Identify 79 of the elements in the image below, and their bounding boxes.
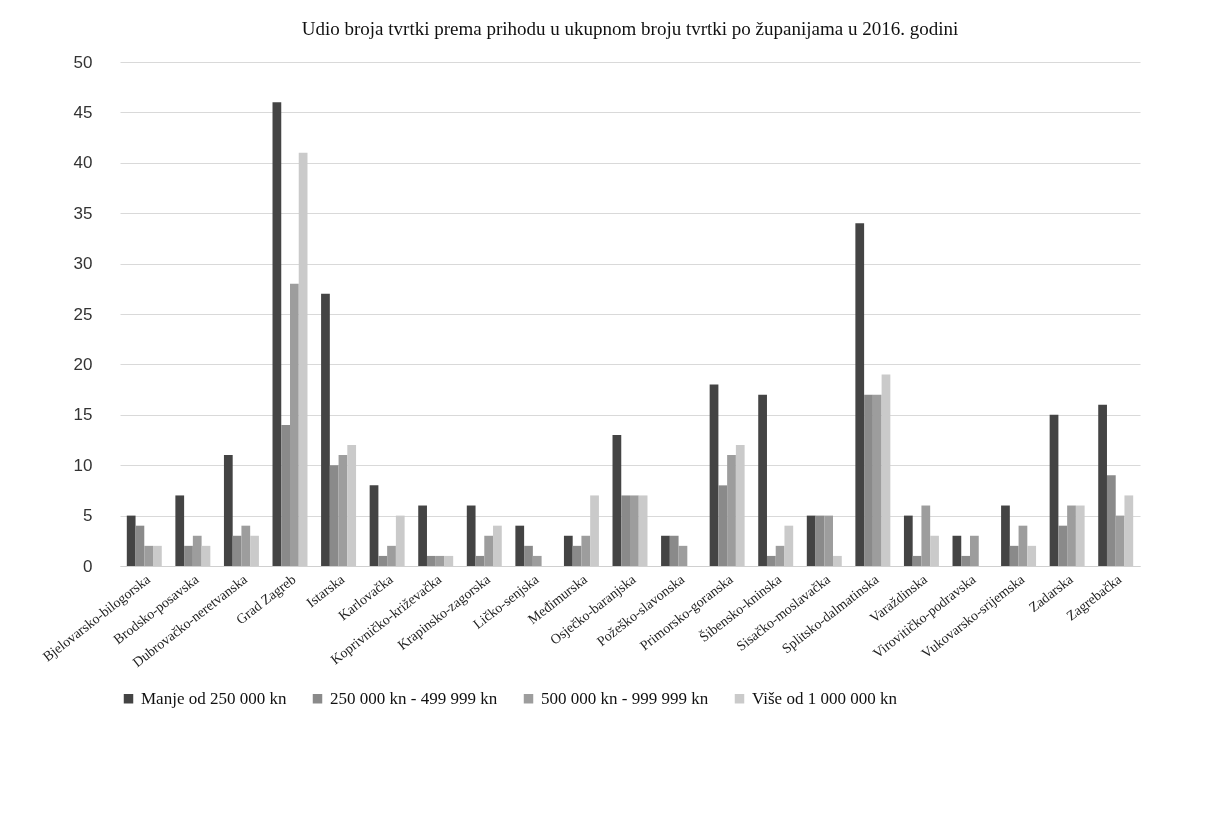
y-tick-label: 30 (73, 254, 93, 274)
bar (758, 394, 767, 566)
legend-label: 250 000 kn - 499 999 kn (330, 688, 498, 708)
bar (1058, 525, 1068, 566)
bar (475, 555, 485, 566)
bar (223, 455, 233, 566)
bar (418, 505, 427, 566)
bar (435, 555, 445, 566)
bar (144, 545, 154, 566)
bar (281, 424, 290, 566)
bar (126, 515, 136, 566)
y-tick-label: 35 (73, 203, 93, 223)
bar (135, 525, 145, 566)
bar (1001, 505, 1010, 566)
bar (378, 555, 388, 566)
y-tick-label: 25 (73, 304, 93, 324)
bar (175, 495, 185, 566)
bar (321, 293, 330, 566)
bar (581, 535, 591, 566)
bar (563, 535, 573, 566)
y-tick-label: 15 (73, 405, 93, 425)
bar (864, 394, 873, 566)
bar (903, 515, 913, 566)
y-tick-label: 45 (73, 102, 93, 122)
bar (1115, 515, 1125, 566)
bar (612, 434, 622, 566)
y-tick-label: 40 (73, 153, 93, 173)
y-tick-label: 10 (73, 455, 93, 475)
legend-label: Manje od 250 000 kn (141, 688, 287, 708)
bar (1049, 414, 1059, 566)
bar (524, 545, 533, 566)
bar (766, 555, 776, 566)
y-tick-label: 50 (73, 52, 93, 72)
bar (338, 455, 348, 566)
bar (718, 485, 728, 566)
bar (232, 535, 242, 566)
bar (572, 545, 582, 566)
bar (1018, 525, 1028, 566)
bar (912, 555, 922, 566)
y-tick-label: 5 (83, 506, 93, 526)
bar (961, 555, 970, 566)
bar (775, 545, 785, 566)
bar (661, 535, 670, 566)
bar (369, 485, 379, 566)
bar (387, 545, 396, 566)
bar (1067, 505, 1076, 566)
bar (426, 555, 436, 566)
legend-label: 500 000 kn - 999 999 kn (541, 688, 709, 708)
bar (872, 394, 882, 566)
bar (621, 495, 630, 566)
bar (806, 515, 816, 566)
bar (184, 545, 193, 566)
bar (532, 555, 542, 566)
bar (272, 102, 282, 566)
bar (630, 495, 639, 566)
y-tick-label: 0 (83, 556, 93, 576)
bar (1098, 404, 1107, 566)
bar (921, 505, 931, 566)
bar (290, 283, 299, 566)
bar (815, 515, 825, 566)
bar (329, 465, 339, 566)
bar (824, 515, 834, 566)
bar (1009, 545, 1019, 566)
bar (1106, 475, 1116, 566)
bar (484, 535, 494, 566)
bar (515, 525, 525, 566)
bar (727, 455, 736, 566)
bar (952, 535, 962, 566)
bar (192, 535, 202, 566)
legend-label: Više od 1 000 000 kn (752, 688, 898, 708)
bar (855, 223, 865, 566)
y-tick-label: 20 (73, 354, 93, 374)
chart-title: Udio broja tvrtki prema prihodu u ukupnom broju tvrtki po županijama u 2016. godini (301, 18, 959, 39)
bar (669, 535, 679, 566)
bar (466, 505, 476, 566)
bar (709, 384, 719, 566)
bar (970, 535, 979, 566)
bar (241, 525, 251, 566)
bar (678, 545, 688, 566)
